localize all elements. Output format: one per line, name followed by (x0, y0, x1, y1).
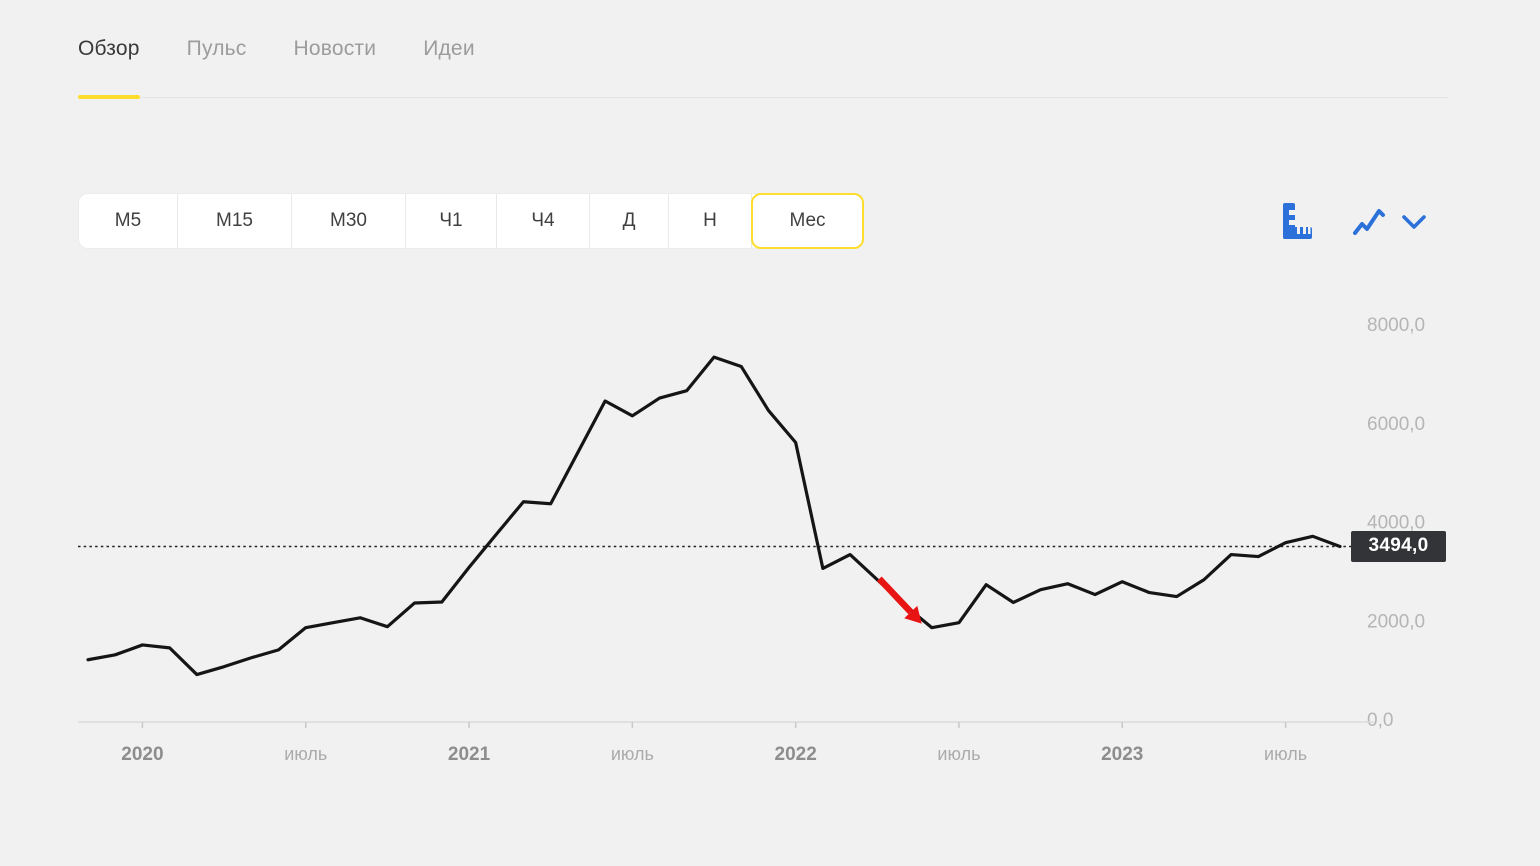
tab-обзор[interactable]: Обзор (78, 0, 140, 99)
timeframe-button-м5[interactable]: М5 (79, 194, 178, 248)
y-axis-label: 6000,0 (1367, 414, 1425, 435)
y-axis-label: 2000,0 (1367, 611, 1425, 632)
chevron-down-icon[interactable] (1399, 210, 1429, 234)
price-line (86, 355, 1342, 677)
x-axis-label: 2023 (1101, 744, 1143, 765)
red-arrow-head (904, 605, 922, 624)
x-axis-label: июль (1264, 744, 1307, 764)
timeframe-selector: М5 М15 М30 Ч1 Ч4 Д Н Мес (78, 193, 864, 249)
timeframe-button-д[interactable]: Д (590, 194, 669, 248)
current-price-badge: 3494,0 (1351, 530, 1446, 562)
timeframe-button-ч1[interactable]: Ч1 (406, 194, 497, 248)
timeframe-button-м30[interactable]: М30 (292, 194, 406, 248)
x-axis-label: июль (611, 744, 654, 764)
x-axis-label: июль (937, 744, 980, 764)
x-axis-label: 2021 (448, 744, 491, 765)
top-tab-bar: Обзор Пульс Новости Идеи (78, 0, 1448, 99)
line-chart-icon[interactable] (1351, 205, 1389, 239)
x-axis-label: 2022 (775, 744, 817, 765)
red-arrow-annotation (876, 576, 914, 615)
chart-toolbar (1279, 201, 1429, 243)
x-axis-label: 2020 (121, 744, 163, 765)
ruler-icon[interactable] (1279, 201, 1313, 243)
y-axis-label: 0,0 (1367, 710, 1393, 731)
x-axis-label: июль (284, 744, 327, 764)
y-axis-label: 4000,0 (1367, 513, 1425, 534)
tab-пульс[interactable]: Пульс (186, 36, 247, 60)
tab-новости[interactable]: Новости (293, 36, 377, 60)
tab-идеи[interactable]: Идеи (423, 36, 475, 60)
timeframe-button-м15[interactable]: М15 (178, 194, 292, 248)
timeframe-button-ч4[interactable]: Ч4 (497, 194, 590, 248)
timeframe-button-мес[interactable]: Мес (751, 193, 864, 249)
y-axis-label: 8000,0 (1367, 315, 1425, 336)
